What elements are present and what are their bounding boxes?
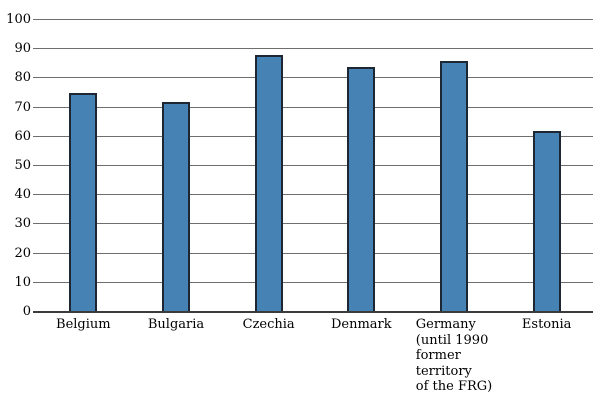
y-axis-tick-label: 70	[14, 99, 31, 115]
y-gridline	[33, 165, 593, 166]
y-axis-tick-label: 80	[14, 70, 31, 86]
bar-czechia	[254, 55, 283, 312]
y-gridline	[33, 135, 593, 137]
x-axis-line	[33, 310, 593, 313]
x-axis-category-label: Estonia	[521, 317, 572, 332]
y-gridline	[33, 223, 593, 225]
y-axis-tick-label: 10	[14, 274, 31, 290]
bar-denmark	[347, 67, 376, 312]
y-axis-tick-label: 30	[14, 216, 31, 232]
x-axis-category-label: Belgium	[56, 317, 111, 332]
y-axis-tick-label: 0	[22, 304, 31, 319]
y-axis-tick-label: 60	[14, 128, 31, 144]
y-gridline	[33, 48, 593, 50]
y-gridline	[33, 106, 593, 108]
y-gridline	[33, 252, 593, 254]
x-axis-category-label: Bulgaria	[147, 317, 205, 332]
x-axis-category-label: Czechia	[242, 317, 295, 332]
y-axis-tick-label: 100	[6, 12, 31, 27]
bar-germany	[440, 61, 468, 312]
y-gridline	[33, 19, 593, 20]
y-axis-tick-label: 40	[14, 187, 31, 203]
bar-bulgaria	[162, 102, 190, 312]
x-axis-category-label: Germany (until 1990 former territory of …	[415, 317, 493, 394]
bar-estonia	[532, 131, 561, 312]
y-gridline	[33, 77, 593, 79]
y-axis-tick-label: 20	[14, 245, 31, 261]
bar-belgium	[69, 93, 98, 312]
y-axis-tick-label: 50	[14, 158, 31, 173]
y-gridline	[33, 194, 593, 196]
x-axis-category-label: Denmark	[330, 317, 392, 332]
y-axis-tick-label: 90	[14, 41, 31, 57]
y-gridline	[33, 281, 593, 283]
